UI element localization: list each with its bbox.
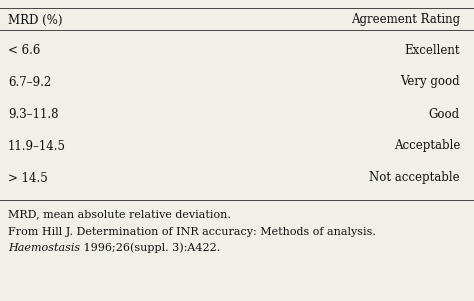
Text: MRD, mean absolute relative deviation.: MRD, mean absolute relative deviation. <box>8 209 231 219</box>
Text: Haemostasis: Haemostasis <box>8 243 80 253</box>
Text: From Hill J. Determination of INR accuracy: Methods of analysis.: From Hill J. Determination of INR accura… <box>8 227 376 237</box>
Text: 1996;26(suppl. 3):A422.: 1996;26(suppl. 3):A422. <box>80 243 220 253</box>
Text: Excellent: Excellent <box>404 44 460 57</box>
Text: Good: Good <box>429 107 460 120</box>
Text: Very good: Very good <box>401 76 460 88</box>
Text: > 14.5: > 14.5 <box>8 172 48 185</box>
Text: < 6.6: < 6.6 <box>8 44 40 57</box>
Text: Agreement Rating: Agreement Rating <box>351 14 460 26</box>
Text: 6.7–9.2: 6.7–9.2 <box>8 76 51 88</box>
Text: Acceptable: Acceptable <box>393 139 460 153</box>
Text: 11.9–14.5: 11.9–14.5 <box>8 139 66 153</box>
Text: 9.3–11.8: 9.3–11.8 <box>8 107 58 120</box>
Text: Not acceptable: Not acceptable <box>369 172 460 185</box>
Text: MRD (%): MRD (%) <box>8 14 63 26</box>
